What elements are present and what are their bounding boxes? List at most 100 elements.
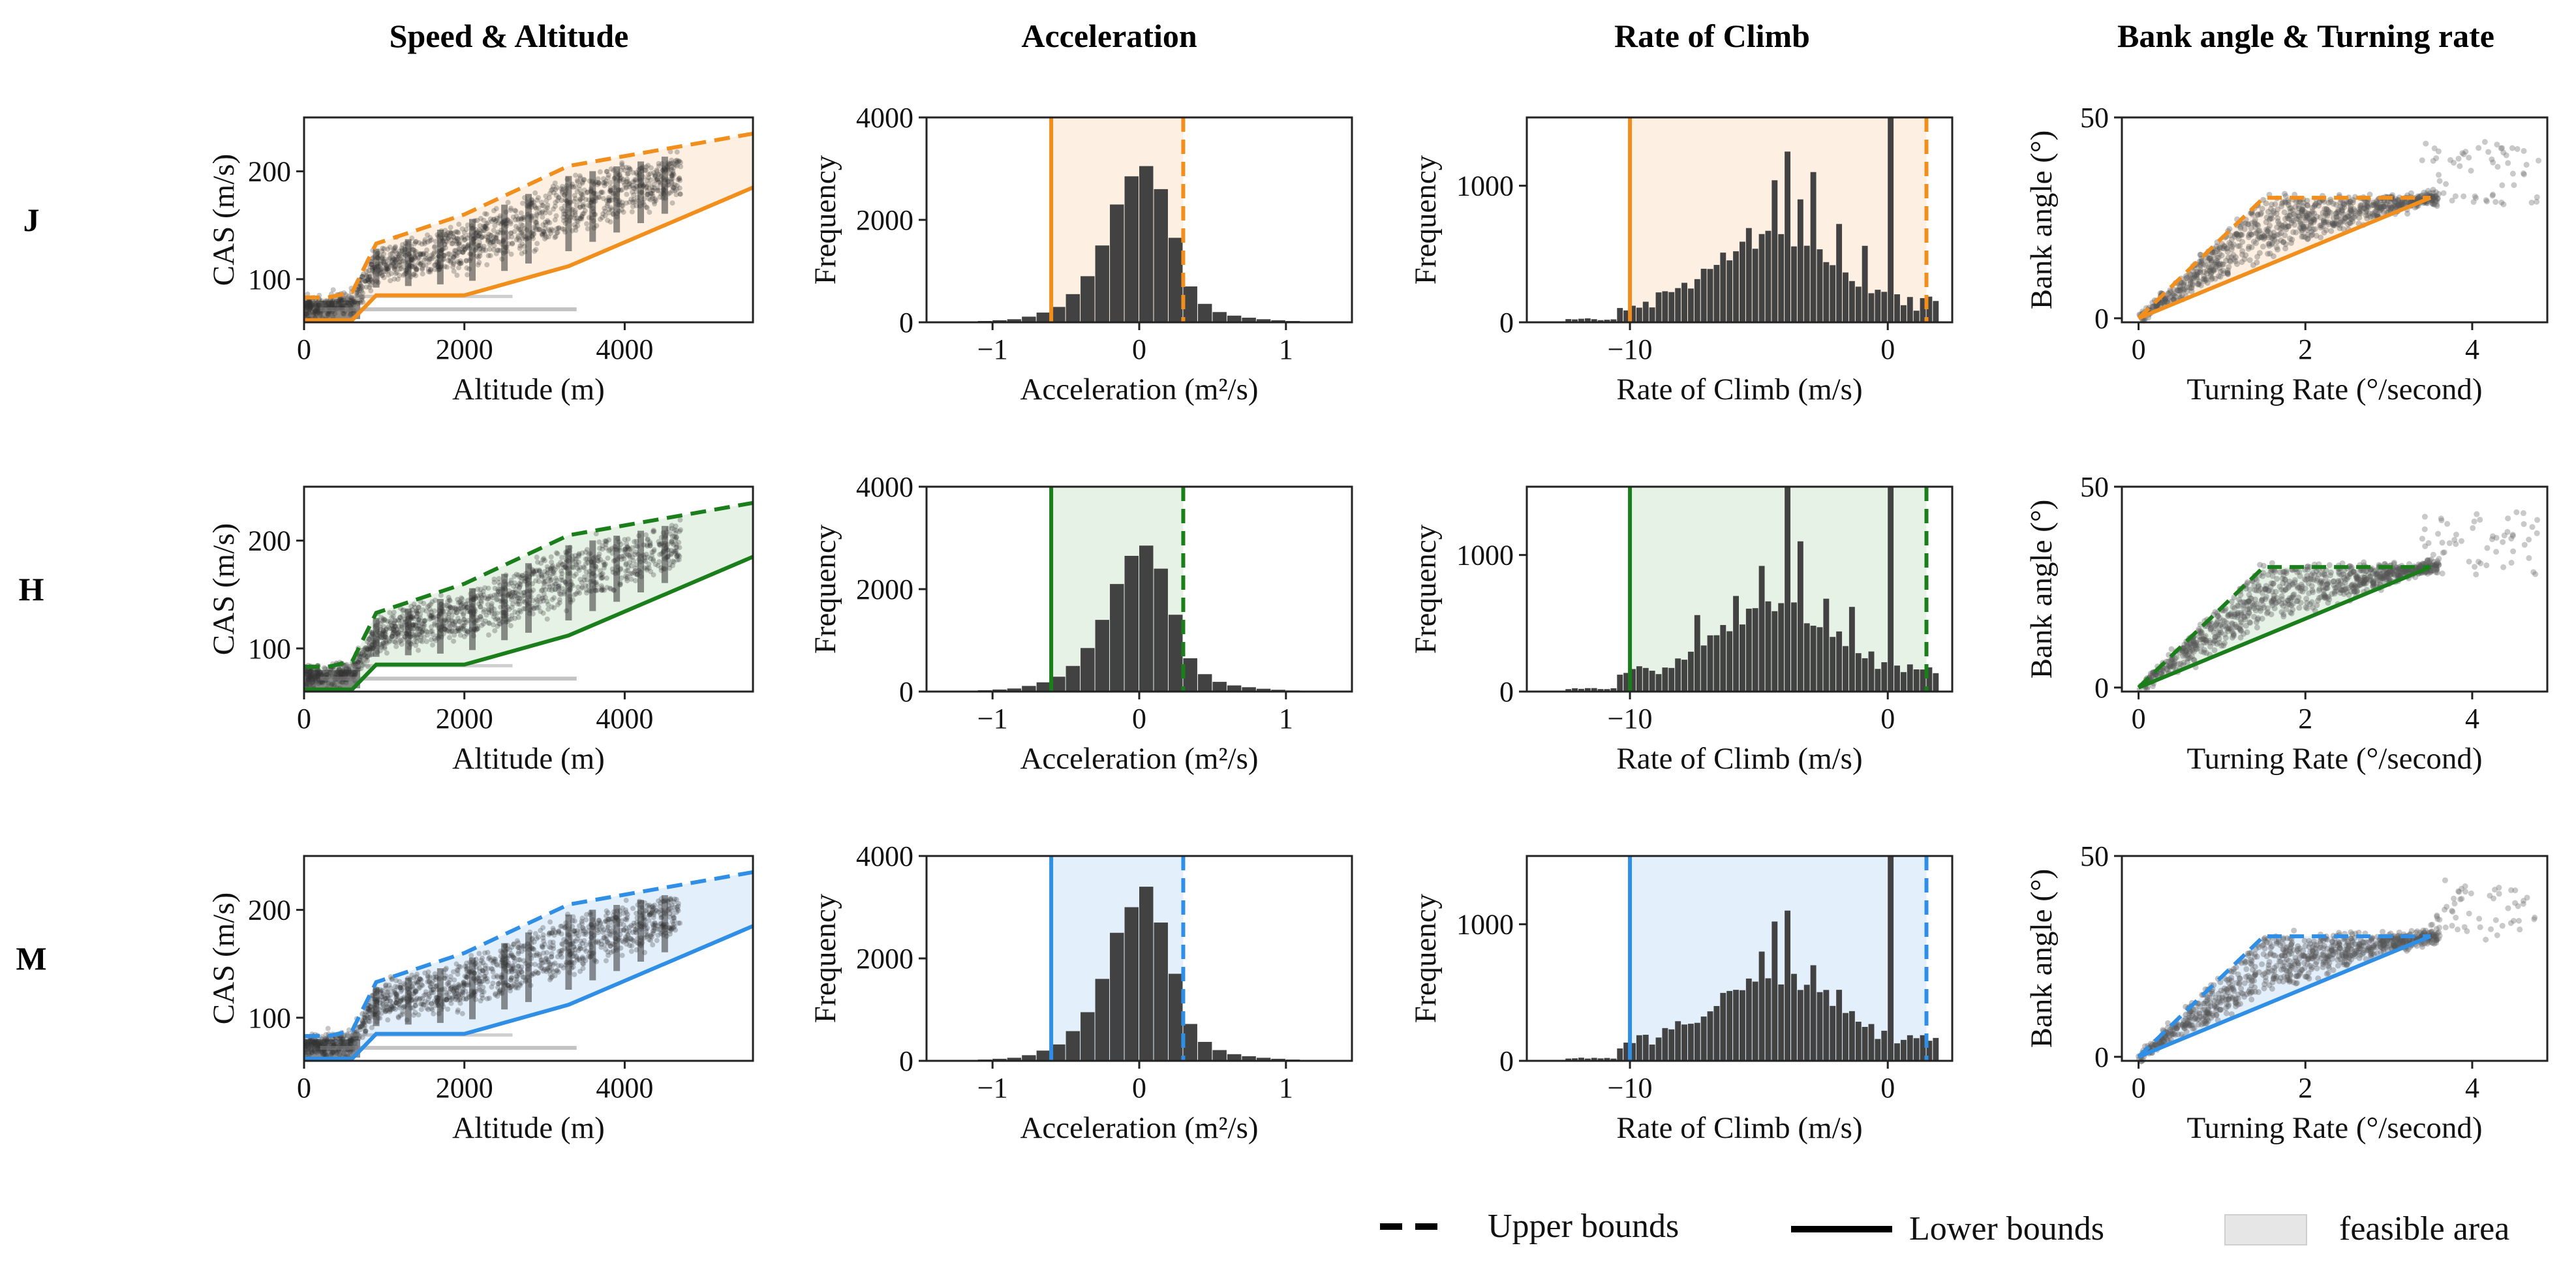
data-point (607, 198, 613, 204)
data-point (431, 635, 437, 641)
data-point (491, 622, 497, 628)
histogram-bar (1675, 288, 1681, 322)
data-point (360, 290, 365, 296)
data-point (491, 217, 497, 222)
data-point (366, 643, 372, 649)
data-point (2271, 233, 2277, 239)
data-point (414, 626, 420, 632)
data-point (508, 207, 514, 213)
data-point (379, 273, 385, 279)
data-point (411, 634, 417, 639)
data-point (2196, 269, 2203, 275)
data-point (608, 188, 614, 194)
histogram-bar (1745, 228, 1752, 322)
data-point (495, 587, 501, 592)
data-point (649, 191, 655, 196)
data-point (486, 607, 492, 613)
data-point (602, 562, 607, 568)
data-point (2194, 271, 2200, 278)
data-point (2181, 659, 2187, 665)
data-point (509, 613, 515, 618)
data-point (2319, 580, 2325, 587)
data-point (2387, 204, 2394, 211)
data-point (2280, 223, 2286, 230)
data-point (2338, 207, 2345, 213)
data-point (452, 622, 457, 628)
data-point (393, 256, 399, 262)
data-point (481, 243, 487, 249)
data-point (2269, 588, 2276, 595)
data-point (378, 620, 384, 626)
data-point (410, 271, 416, 277)
data-point (378, 266, 384, 271)
histogram-bar (1183, 658, 1197, 692)
data-point (363, 269, 369, 275)
histogram-bar (1926, 296, 1933, 322)
data-point (540, 231, 546, 237)
data-point (626, 560, 632, 566)
data-point (2498, 199, 2505, 206)
data-point (2188, 275, 2195, 282)
data-point (479, 594, 485, 600)
data-point (2198, 258, 2205, 265)
data-point (448, 618, 454, 624)
data-point (345, 296, 351, 301)
data-point (2387, 207, 2394, 213)
data-point (2429, 193, 2436, 200)
data-point (572, 192, 577, 198)
data-point (458, 595, 464, 601)
data-point (358, 651, 364, 657)
data-point (551, 569, 557, 575)
data-point (2217, 273, 2224, 280)
histogram-bar (1726, 631, 1733, 692)
data-point (533, 578, 539, 584)
data-point (429, 599, 435, 605)
data-point (2348, 208, 2355, 215)
data-point (2369, 213, 2376, 220)
data-point (2216, 261, 2222, 267)
data-point (2181, 279, 2188, 286)
data-point (392, 245, 398, 251)
data-point (358, 283, 364, 289)
data-point (390, 257, 395, 263)
data-point (2528, 200, 2535, 206)
data-point (2351, 214, 2357, 221)
data-point (398, 258, 404, 264)
data-point (2321, 229, 2327, 236)
data-point (2341, 201, 2348, 207)
histogram-bar (1817, 627, 1823, 692)
data-point (363, 647, 369, 652)
data-point (352, 665, 358, 671)
data-point (520, 222, 526, 228)
plot-area (304, 131, 753, 322)
data-point (608, 189, 614, 195)
data-point (489, 605, 495, 611)
histogram-bar (1707, 269, 1713, 322)
data-point (474, 217, 480, 223)
data-point (378, 267, 384, 273)
data-point (2356, 209, 2363, 215)
data-point (2316, 594, 2322, 601)
data-point (367, 646, 373, 652)
data-point (2358, 202, 2365, 208)
data-point (559, 198, 564, 204)
data-point (583, 549, 589, 555)
data-point (483, 221, 489, 226)
data-point (619, 187, 625, 192)
data-point (2194, 273, 2200, 280)
data-point (538, 609, 544, 615)
data-point (2258, 234, 2265, 241)
data-point (654, 167, 660, 173)
data-point (478, 245, 483, 251)
data-point (367, 652, 373, 658)
data-point (668, 166, 674, 172)
data-point (607, 585, 613, 591)
data-point (517, 607, 523, 613)
data-point (366, 267, 372, 273)
data-point (580, 192, 586, 198)
data-point (2509, 170, 2516, 177)
data-point (675, 553, 681, 558)
data-point (542, 219, 548, 225)
data-point (553, 187, 559, 192)
